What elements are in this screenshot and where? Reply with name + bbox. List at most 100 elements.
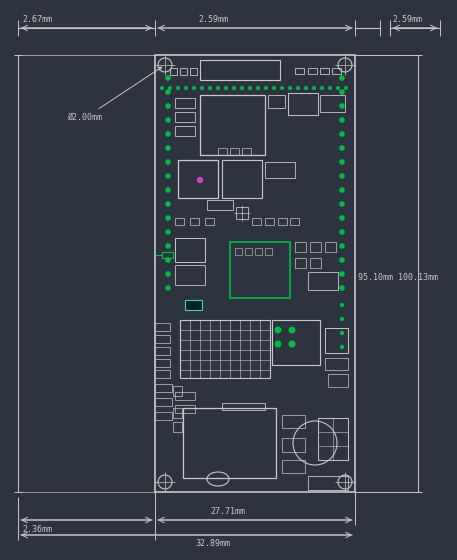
Bar <box>200 60 280 80</box>
Circle shape <box>339 229 345 235</box>
Bar <box>282 460 305 473</box>
Bar <box>190 218 199 225</box>
Bar <box>155 323 170 331</box>
Circle shape <box>340 303 344 307</box>
Circle shape <box>340 317 344 321</box>
Bar <box>255 248 262 255</box>
Bar <box>295 242 306 252</box>
Circle shape <box>165 75 171 81</box>
Bar <box>308 272 338 290</box>
Bar <box>230 242 290 298</box>
Text: 2.36mm: 2.36mm <box>22 525 52 534</box>
Bar <box>155 398 172 406</box>
Bar <box>175 238 205 262</box>
Circle shape <box>339 271 345 277</box>
Text: 2.59mm: 2.59mm <box>392 16 422 25</box>
Circle shape <box>160 86 164 90</box>
Bar <box>235 248 242 255</box>
Bar <box>185 300 202 310</box>
Circle shape <box>165 187 171 193</box>
Bar <box>155 370 170 378</box>
Text: 2.59mm: 2.59mm <box>198 16 228 25</box>
Bar <box>288 93 318 115</box>
Bar <box>155 55 355 492</box>
Circle shape <box>165 145 171 151</box>
Bar <box>200 95 265 155</box>
Circle shape <box>339 243 345 249</box>
Bar <box>205 218 214 225</box>
Circle shape <box>216 86 220 90</box>
Bar <box>318 418 348 460</box>
Bar <box>180 68 187 75</box>
Circle shape <box>264 86 268 90</box>
Circle shape <box>184 86 188 90</box>
Circle shape <box>240 86 244 90</box>
Circle shape <box>339 131 345 137</box>
Circle shape <box>176 86 180 90</box>
Circle shape <box>224 86 228 90</box>
Circle shape <box>165 257 171 263</box>
Bar <box>155 359 170 367</box>
Circle shape <box>339 215 345 221</box>
Circle shape <box>339 285 345 291</box>
Bar <box>175 126 195 136</box>
Bar <box>282 438 305 452</box>
Bar <box>320 68 329 74</box>
Circle shape <box>320 86 324 90</box>
Circle shape <box>197 177 203 183</box>
Bar <box>175 98 195 108</box>
Bar <box>180 320 270 378</box>
Bar <box>242 148 251 155</box>
Bar <box>265 162 295 178</box>
Circle shape <box>248 86 252 90</box>
Bar <box>308 476 348 490</box>
Bar <box>175 405 195 413</box>
Bar <box>265 218 274 225</box>
Circle shape <box>339 75 345 81</box>
Circle shape <box>339 103 345 109</box>
Bar <box>175 112 195 122</box>
Bar <box>278 218 287 225</box>
Bar <box>175 265 205 285</box>
Circle shape <box>208 86 212 90</box>
Bar <box>310 258 321 268</box>
Circle shape <box>168 86 172 90</box>
Text: 27.71mm: 27.71mm <box>210 507 245 516</box>
Circle shape <box>339 89 345 95</box>
Bar <box>295 68 304 74</box>
Bar <box>328 374 348 387</box>
Circle shape <box>165 229 171 235</box>
Bar <box>162 252 173 258</box>
Circle shape <box>165 243 171 249</box>
Circle shape <box>192 86 196 90</box>
Circle shape <box>165 103 171 109</box>
Bar <box>183 408 276 478</box>
Circle shape <box>340 345 344 349</box>
Bar <box>290 218 299 225</box>
Circle shape <box>165 159 171 165</box>
Circle shape <box>339 173 345 179</box>
Circle shape <box>165 89 171 95</box>
Bar <box>155 347 170 355</box>
Bar <box>190 68 197 75</box>
Bar <box>175 392 195 400</box>
Circle shape <box>304 86 308 90</box>
Circle shape <box>339 145 345 151</box>
Bar <box>155 412 172 420</box>
Circle shape <box>340 331 344 335</box>
Circle shape <box>232 86 236 90</box>
Circle shape <box>165 201 171 207</box>
Circle shape <box>275 326 282 334</box>
Bar <box>207 200 233 210</box>
Circle shape <box>328 86 332 90</box>
Circle shape <box>165 131 171 137</box>
Bar <box>155 384 172 392</box>
Circle shape <box>288 86 292 90</box>
Bar <box>332 68 341 74</box>
Text: Ø2.00mm: Ø2.00mm <box>68 67 162 122</box>
Bar <box>265 248 272 255</box>
Text: 95.10mm 100.13mm: 95.10mm 100.13mm <box>358 273 438 282</box>
Circle shape <box>344 86 348 90</box>
Bar <box>236 207 248 219</box>
Bar <box>268 95 285 108</box>
